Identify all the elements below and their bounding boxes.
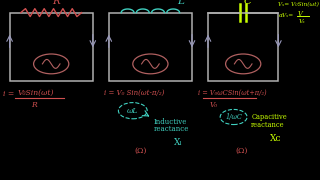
Text: (Ω): (Ω)	[134, 147, 147, 155]
Text: reactance: reactance	[154, 125, 189, 133]
Text: 1/ωC: 1/ωC	[225, 113, 242, 121]
Text: L: L	[177, 0, 184, 6]
Text: Xᴄ: Xᴄ	[270, 134, 282, 143]
Text: V₀: V₀	[210, 101, 218, 109]
Text: αVₛ=: αVₛ=	[278, 13, 293, 18]
Bar	[10, 13, 93, 81]
Text: Capacitive: Capacitive	[251, 113, 287, 121]
Text: i =: i =	[3, 90, 14, 98]
Text: V₀Sin(ωt): V₀Sin(ωt)	[18, 89, 54, 97]
Text: Xₗ: Xₗ	[174, 138, 183, 147]
Text: Vₛ: Vₛ	[298, 19, 305, 24]
Text: ωL: ωL	[127, 107, 139, 115]
Bar	[208, 13, 278, 81]
Text: Inductive: Inductive	[154, 118, 187, 126]
Text: i = V₀ Sin(ωt-π/₂): i = V₀ Sin(ωt-π/₂)	[104, 89, 164, 97]
Text: reactance: reactance	[251, 121, 285, 129]
Text: R: R	[52, 0, 60, 6]
Text: i = V₀ωCSin(ωt+π/₂): i = V₀ωCSin(ωt+π/₂)	[198, 89, 267, 97]
Text: V: V	[298, 10, 302, 18]
Bar	[109, 13, 192, 81]
Text: R: R	[31, 101, 36, 109]
Text: (Ω): (Ω)	[235, 147, 248, 155]
Text: C: C	[244, 0, 252, 6]
Text: Vₛ= V₀Sin(ωt): Vₛ= V₀Sin(ωt)	[278, 2, 319, 7]
